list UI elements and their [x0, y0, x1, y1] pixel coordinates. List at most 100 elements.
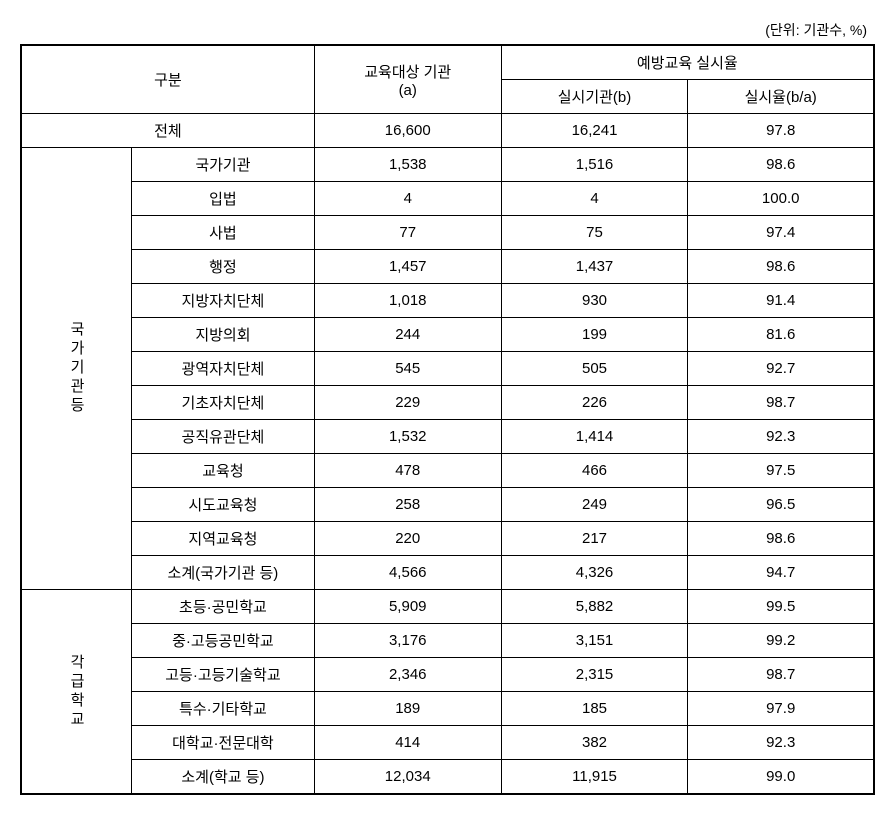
row-rate: 91.4 — [688, 284, 874, 318]
row-impl: 226 — [501, 386, 688, 420]
header-impl-org: 실시기관(b) — [501, 80, 688, 114]
row-impl: 217 — [501, 522, 688, 556]
row-rate: 100.0 — [688, 182, 874, 216]
row-label: 기초자치단체 — [132, 386, 315, 420]
total-impl: 16,241 — [501, 114, 688, 148]
row-label: 입법 — [132, 182, 315, 216]
row-label: 중·고등공민학교 — [132, 624, 315, 658]
row-label: 교육청 — [132, 454, 315, 488]
table-row: 교육청 478 466 97.5 — [21, 454, 874, 488]
row-impl: 930 — [501, 284, 688, 318]
row-label: 지역교육청 — [132, 522, 315, 556]
table-row: 대학교·전문대학 414 382 92.3 — [21, 726, 874, 760]
data-table: 구분 교육대상 기관 (a) 예방교육 실시율 실시기관(b) 실시율(b/a)… — [20, 44, 875, 795]
total-row: 전체 16,600 16,241 97.8 — [21, 114, 874, 148]
row-label: 공직유관단체 — [132, 420, 315, 454]
row-impl: 4 — [501, 182, 688, 216]
header-prevention-rate: 예방교육 실시율 — [501, 45, 874, 80]
header-division: 구분 — [21, 45, 314, 114]
header-impl-rate: 실시율(b/a) — [688, 80, 874, 114]
table-row: 특수·기타학교 189 185 97.9 — [21, 692, 874, 726]
row-target: 220 — [314, 522, 501, 556]
row-impl: 75 — [501, 216, 688, 250]
row-impl: 5,882 — [501, 590, 688, 624]
row-rate: 99.0 — [688, 760, 874, 795]
row-target: 12,034 — [314, 760, 501, 795]
row-rate: 92.3 — [688, 726, 874, 760]
row-label: 초등·공민학교 — [132, 590, 315, 624]
row-label: 특수·기타학교 — [132, 692, 315, 726]
table-row: 기초자치단체 229 226 98.7 — [21, 386, 874, 420]
row-target: 545 — [314, 352, 501, 386]
row-target: 3,176 — [314, 624, 501, 658]
row-label: 지방자치단체 — [132, 284, 315, 318]
table-row: 각급학교 초등·공민학교 5,909 5,882 99.5 — [21, 590, 874, 624]
row-impl: 185 — [501, 692, 688, 726]
row-target: 414 — [314, 726, 501, 760]
row-rate: 97.4 — [688, 216, 874, 250]
table-row: 행정 1,457 1,437 98.6 — [21, 250, 874, 284]
table-row: 소계(학교 등) 12,034 11,915 99.0 — [21, 760, 874, 795]
row-label: 광역자치단체 — [132, 352, 315, 386]
table-body: 전체 16,600 16,241 97.8 국가기관등 국가기관 1,538 1… — [21, 114, 874, 795]
row-label: 고등·고등기술학교 — [132, 658, 315, 692]
row-rate: 97.9 — [688, 692, 874, 726]
row-rate: 81.6 — [688, 318, 874, 352]
row-label: 사법 — [132, 216, 315, 250]
row-impl: 382 — [501, 726, 688, 760]
row-label: 소계(국가기관 등) — [132, 556, 315, 590]
row-rate: 92.3 — [688, 420, 874, 454]
total-rate: 97.8 — [688, 114, 874, 148]
row-rate: 98.6 — [688, 148, 874, 182]
row-impl: 1,437 — [501, 250, 688, 284]
table-row: 중·고등공민학교 3,176 3,151 99.2 — [21, 624, 874, 658]
row-impl: 4,326 — [501, 556, 688, 590]
row-rate: 98.6 — [688, 522, 874, 556]
row-label: 대학교·전문대학 — [132, 726, 315, 760]
row-target: 1,532 — [314, 420, 501, 454]
total-label: 전체 — [21, 114, 314, 148]
row-label: 소계(학교 등) — [132, 760, 315, 795]
row-target: 77 — [314, 216, 501, 250]
row-target: 1,457 — [314, 250, 501, 284]
row-rate: 97.5 — [688, 454, 874, 488]
row-target: 1,538 — [314, 148, 501, 182]
row-target: 4 — [314, 182, 501, 216]
row-label: 국가기관 — [132, 148, 315, 182]
row-target: 244 — [314, 318, 501, 352]
row-impl: 466 — [501, 454, 688, 488]
unit-label: (단위: 기관수, %) — [20, 20, 875, 40]
row-target: 4,566 — [314, 556, 501, 590]
row-impl: 1,414 — [501, 420, 688, 454]
row-target: 1,018 — [314, 284, 501, 318]
row-rate: 94.7 — [688, 556, 874, 590]
row-label: 시도교육청 — [132, 488, 315, 522]
row-rate: 98.6 — [688, 250, 874, 284]
header-row-1: 구분 교육대상 기관 (a) 예방교육 실시율 — [21, 45, 874, 80]
row-target: 478 — [314, 454, 501, 488]
row-impl: 1,516 — [501, 148, 688, 182]
table-row: 지방자치단체 1,018 930 91.4 — [21, 284, 874, 318]
row-rate: 96.5 — [688, 488, 874, 522]
row-target: 229 — [314, 386, 501, 420]
row-rate: 98.7 — [688, 658, 874, 692]
row-impl: 11,915 — [501, 760, 688, 795]
header-target: 교육대상 기관 (a) — [314, 45, 501, 114]
row-target: 189 — [314, 692, 501, 726]
table-row: 지역교육청 220 217 98.6 — [21, 522, 874, 556]
table-row: 고등·고등기술학교 2,346 2,315 98.7 — [21, 658, 874, 692]
table-row: 국가기관등 국가기관 1,538 1,516 98.6 — [21, 148, 874, 182]
row-impl: 3,151 — [501, 624, 688, 658]
row-rate: 92.7 — [688, 352, 874, 386]
row-impl: 2,315 — [501, 658, 688, 692]
table-row: 소계(국가기관 등) 4,566 4,326 94.7 — [21, 556, 874, 590]
row-impl: 505 — [501, 352, 688, 386]
table-row: 광역자치단체 545 505 92.7 — [21, 352, 874, 386]
table-row: 시도교육청 258 249 96.5 — [21, 488, 874, 522]
table-header: 구분 교육대상 기관 (a) 예방교육 실시율 실시기관(b) 실시율(b/a) — [21, 45, 874, 114]
row-rate: 99.2 — [688, 624, 874, 658]
table-row: 입법 4 4 100.0 — [21, 182, 874, 216]
group1-header: 국가기관등 — [21, 148, 132, 590]
group2-header: 각급학교 — [21, 590, 132, 795]
table-row: 공직유관단체 1,532 1,414 92.3 — [21, 420, 874, 454]
